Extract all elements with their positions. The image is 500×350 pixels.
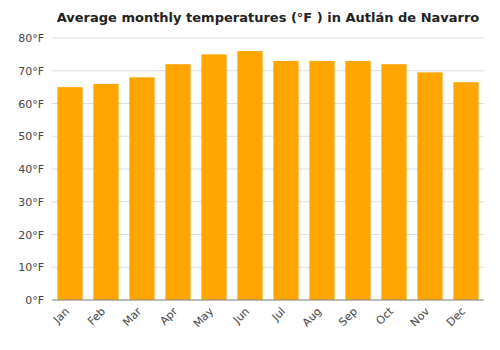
x-tick-label: Mar <box>120 305 144 329</box>
y-tick-label: 50°F <box>18 130 44 143</box>
y-tick-label: 10°F <box>18 261 44 274</box>
x-tick-label: Dec <box>444 305 468 329</box>
grid-line <box>52 300 484 301</box>
y-tick-label: 30°F <box>18 196 44 209</box>
bar <box>453 82 478 300</box>
y-tick-label: 20°F <box>18 229 44 242</box>
x-tick-label: Feb <box>85 305 108 328</box>
x-tick-label: May <box>191 305 217 331</box>
title: Average monthly temperatures (°F ) in Au… <box>57 10 480 25</box>
x-axis: Jan Feb Mar Apr May Jun Jul Aug Sep Oct Nov Dec <box>50 304 468 330</box>
bar <box>93 84 118 300</box>
bar <box>201 54 226 300</box>
y-axis: 0°F 10°F 20°F 30°F 40°F 50°F 60°F 70°F 80°F <box>18 32 484 307</box>
x-tick-label: Jun <box>230 305 252 327</box>
grid-line <box>52 38 484 39</box>
bar <box>417 72 442 300</box>
bars <box>57 51 478 300</box>
x-axis-line <box>52 300 484 301</box>
bar <box>165 64 190 300</box>
bar <box>309 61 334 300</box>
x-tick-label: Jan <box>50 305 72 327</box>
y-tick-label: 80°F <box>18 32 44 45</box>
bar <box>381 64 406 300</box>
bar <box>273 61 298 300</box>
y-tick-label: 0°F <box>25 294 44 307</box>
y-tick-label: 70°F <box>18 65 44 78</box>
grid-line <box>52 70 484 71</box>
x-tick-label: Jul <box>269 305 288 324</box>
x-tick-label: Sep <box>336 305 360 329</box>
bar <box>237 51 262 300</box>
bar <box>345 61 370 300</box>
x-tick-label: Apr <box>157 305 180 328</box>
chart: Average monthly temperatures (°F ) in Au… <box>0 0 500 350</box>
x-tick-label: Oct <box>373 304 396 327</box>
x-tick-label: Nov <box>408 305 433 330</box>
y-tick-label: 60°F <box>18 98 44 111</box>
y-tick-label: 40°F <box>18 163 44 176</box>
bar <box>129 77 154 300</box>
x-tick-label: Aug <box>300 305 324 329</box>
bar <box>57 87 82 300</box>
